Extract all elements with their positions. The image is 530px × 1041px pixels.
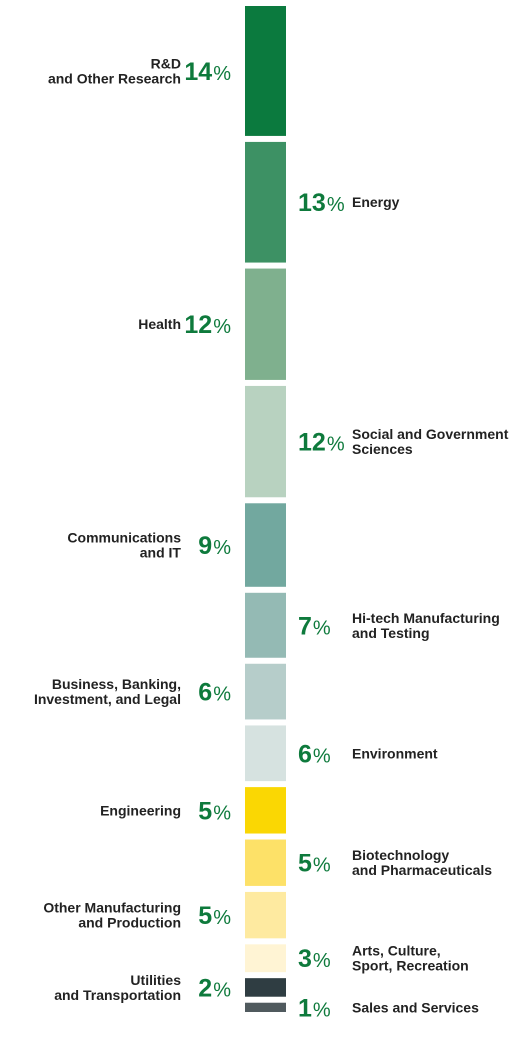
segment-label: Communications and IT [67,530,181,561]
segment-label: Sales and Services [352,999,479,1015]
segment-label: Business, Banking, Investment, and Legal [34,676,181,707]
segment-value: 14% [184,58,231,86]
segment-value: 5% [198,902,231,930]
segment-value: 6% [198,679,231,707]
segment-value: 7% [298,612,331,640]
segment-label: Hi-tech Manufacturing and Testing [352,610,500,641]
segment-value: 3% [298,945,331,973]
segment-value: 5% [298,850,331,878]
bar-segment [245,978,286,997]
segment-label: Biotechnology and Pharmaceuticals [352,847,492,878]
segment-value: 2% [198,974,231,1002]
segment-value: 9% [198,532,231,560]
bar-segment [245,1002,286,1012]
segment-label: R&D and Other Research [48,55,181,86]
bar-segment [245,663,286,720]
bar-segment [245,141,286,263]
bar-segment [245,592,286,658]
segment-label: Engineering [100,802,181,818]
segment-label: Utilities and Transportation [54,972,181,1003]
segment-value: 6% [298,740,331,768]
bar-segment [245,6,286,136]
bar-segment [245,839,286,886]
bar-segment [245,787,286,834]
segment-value: 5% [198,797,231,825]
segment-label: Social and Government Sciences [352,426,509,457]
bar-segment [245,891,286,939]
bar-segment [245,503,286,587]
segment-value: 13% [298,189,345,217]
bar-segment [245,725,286,782]
bar-segment [245,944,286,973]
bar-segment [245,268,286,380]
bar-segment [245,385,286,498]
segment-value: 12% [184,311,231,339]
segment-label: Health [138,316,181,332]
segment-label: Other Manufacturing and Production [43,900,181,931]
segment-label: Environment [352,745,438,761]
segment-value: 12% [298,429,345,457]
segment-label: Arts, Culture, Sport, Recreation [352,943,469,974]
segment-label: Energy [352,194,400,210]
segment-value: 1% [298,994,331,1022]
